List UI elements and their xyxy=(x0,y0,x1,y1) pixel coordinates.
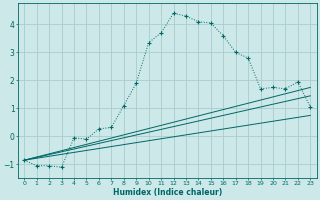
X-axis label: Humidex (Indice chaleur): Humidex (Indice chaleur) xyxy=(113,188,222,197)
